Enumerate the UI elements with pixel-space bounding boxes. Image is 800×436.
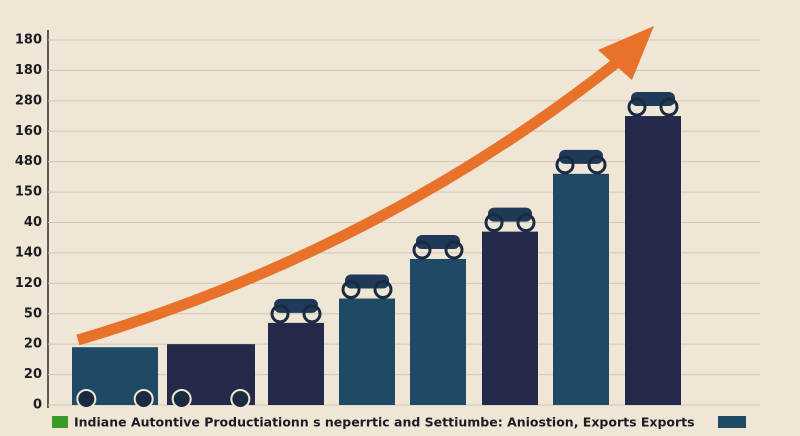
wheel [516, 213, 536, 233]
trend-arrow [76, 55, 624, 346]
vehicle-icon [627, 92, 679, 117]
wheel [302, 304, 322, 324]
vehicle-icon [555, 149, 607, 175]
caption: Indiane Autontive Productiationn s neper… [74, 415, 695, 430]
wheel [555, 155, 575, 175]
y-tick-label: 50 [24, 306, 42, 321]
y-tick-label: 20 [24, 337, 42, 352]
wheel [412, 240, 432, 260]
y-tick-label: 0 [33, 398, 42, 413]
y-tick-label: 160 [15, 124, 42, 139]
wheel [444, 240, 464, 260]
bar [625, 116, 681, 406]
wheel [270, 304, 290, 324]
vehicle-icon [341, 274, 393, 300]
wheel [230, 389, 251, 409]
y-tick-label: 120 [15, 276, 42, 291]
wheel [341, 280, 361, 300]
y-tick-label: 40 [24, 215, 42, 230]
bar [339, 298, 395, 405]
wheel [627, 97, 647, 117]
bar [482, 231, 538, 405]
wheel [76, 389, 97, 409]
wheel [587, 155, 607, 175]
y-tick-label: 20 [24, 367, 42, 382]
y-tick-label: 180 [15, 63, 42, 78]
y-tick-label: 180 [15, 33, 42, 48]
legend-swatch [718, 416, 746, 428]
bar [553, 173, 609, 405]
wheel [659, 97, 679, 117]
vehicle-icon [484, 207, 536, 233]
bar [410, 259, 466, 405]
wheel [133, 389, 154, 409]
y-tick-label: 150 [15, 185, 42, 200]
vehicle-icon [412, 235, 464, 260]
wheel [373, 280, 393, 300]
y-tick-label: 140 [15, 245, 42, 260]
arrow-head [598, 26, 654, 80]
bar [268, 322, 324, 405]
wheel [484, 213, 504, 233]
vehicle-icon [270, 298, 322, 324]
y-tick-label: 280 [15, 93, 42, 108]
wheel [171, 389, 192, 409]
legend-swatch [52, 416, 68, 428]
y-tick-label: 480 [15, 154, 42, 169]
